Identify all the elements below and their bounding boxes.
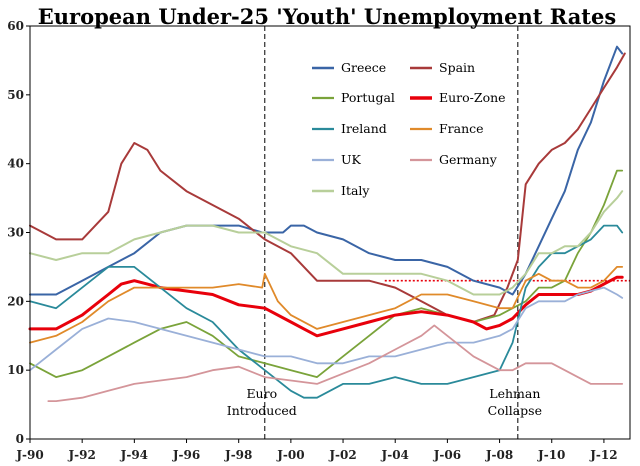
x-tick-label: J-94	[120, 448, 148, 462]
legend-label-spain: Spain	[439, 60, 475, 75]
x-tick-label: J-96	[172, 448, 200, 462]
x-tick-label: J-04	[381, 448, 409, 462]
y-tick-label: 10	[7, 363, 24, 377]
series-line-portugal	[29, 169, 624, 378]
x-tick-label: J-98	[224, 448, 252, 462]
y-tick-label: 40	[7, 157, 24, 171]
legend-label-uk: UK	[341, 152, 362, 167]
legend-label-ireland: Ireland	[341, 121, 387, 136]
y-tick-label: 50	[7, 88, 24, 102]
x-tick-label: J-00	[276, 448, 304, 462]
x-tick-label: J-08	[485, 448, 513, 462]
y-tick-label: 20	[7, 294, 24, 308]
series-line-france	[29, 266, 624, 344]
x-tick-label: J-92	[67, 448, 95, 462]
y-tick-label: 30	[7, 226, 24, 240]
series-line-italy	[29, 190, 624, 296]
series-layer	[28, 45, 626, 402]
legend: Greece Spain Portugal Euro-Zone Ireland Franc…	[312, 60, 506, 198]
series-line-euro-zone	[28, 275, 624, 338]
chart-title: European Under-25 'Youth' Unemployment R…	[38, 4, 616, 29]
legend-label-germany: Germany	[439, 152, 498, 167]
series-line-spain	[29, 52, 626, 323]
legend-label-portugal: Portugal	[341, 90, 395, 105]
y-tick-label: 0	[16, 432, 24, 446]
y-tick-label: 60	[7, 19, 24, 33]
legend-label-greece: Greece	[341, 60, 386, 75]
series-line-ireland	[29, 224, 624, 399]
x-tick-label: J-12	[589, 448, 617, 462]
series-line-uk	[29, 286, 624, 372]
annotation-label: Euro	[246, 386, 277, 401]
legend-label-france: France	[439, 121, 484, 136]
annotation-label: Lehman	[489, 386, 540, 401]
x-tick-label: J-90	[15, 448, 43, 462]
x-tick-label: J-10	[537, 448, 565, 462]
annotation-label: Introduced	[227, 403, 297, 418]
x-tick-label: J-06	[433, 448, 461, 462]
legend-label-euro-zone: Euro-Zone	[439, 90, 506, 105]
annotations-layer: Euro Introduced Lehman Collapse	[227, 26, 630, 439]
series-line-germany	[47, 324, 624, 402]
x-tick-label: J-02	[328, 448, 356, 462]
axes-layer: 0 10 20 30 40 50 60 J-90 J-92 J-94 J-96 J-98 J-00 J-0…	[7, 19, 631, 462]
annotation-label: Collapse	[488, 403, 542, 418]
plot-frame	[29, 25, 631, 440]
legend-label-italy: Italy	[341, 183, 370, 198]
